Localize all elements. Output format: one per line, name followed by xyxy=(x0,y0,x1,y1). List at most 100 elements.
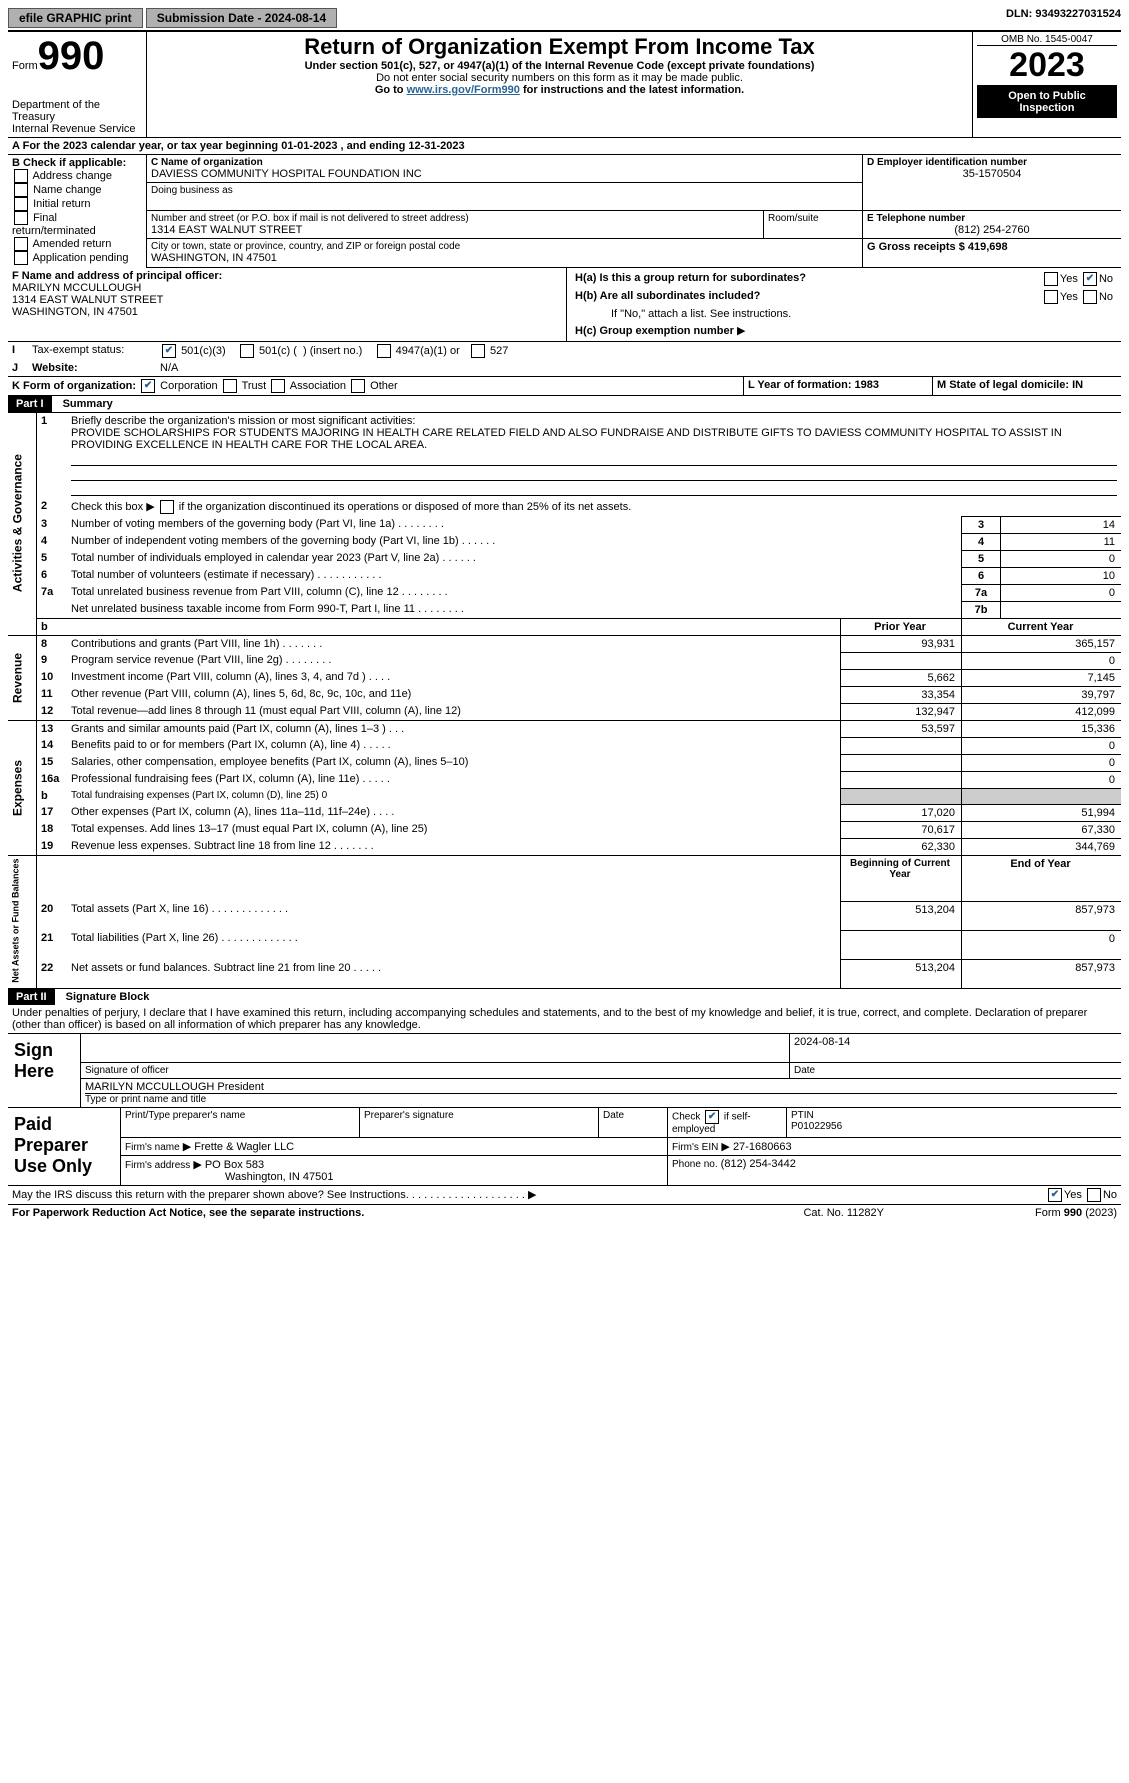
website-label: Website: xyxy=(28,360,156,377)
chk-amended[interactable]: Amended return xyxy=(12,237,142,251)
chk-527[interactable] xyxy=(471,344,485,358)
line17-curr: 51,994 xyxy=(962,804,1122,821)
line11-curr: 39,797 xyxy=(962,686,1122,703)
form-subtitle: Under section 501(c), 527, or 4947(a)(1)… xyxy=(151,60,968,72)
chk-name[interactable]: Name change xyxy=(12,183,142,197)
h-b-yes[interactable] xyxy=(1044,290,1058,304)
chk-trust[interactable] xyxy=(223,379,237,393)
h-a-yes[interactable] xyxy=(1044,272,1058,286)
omb-label: OMB No. 1545-0047 xyxy=(977,34,1117,46)
submission-date-button[interactable]: Submission Date - 2024-08-14 xyxy=(146,8,337,28)
line6-val: 10 xyxy=(1001,567,1122,584)
line13-label: Grants and similar amounts paid (Part IX… xyxy=(67,720,841,737)
chk-final[interactable]: Final return/terminated xyxy=(12,211,142,237)
ein-value: 35-1570504 xyxy=(867,168,1117,180)
line14-curr: 0 xyxy=(962,737,1122,754)
phone-value: (812) 254-2760 xyxy=(867,224,1117,236)
form-number: 990 xyxy=(38,34,105,78)
line17-prior: 17,020 xyxy=(841,804,962,821)
line22-prior: 513,204 xyxy=(841,960,962,988)
line19-label: Revenue less expenses. Subtract line 18 … xyxy=(67,838,841,855)
chk-pending[interactable]: Application pending xyxy=(12,251,142,265)
firm-ein-label: Firm's EIN xyxy=(672,1142,718,1153)
line-a: A For the 2023 calendar year, or tax yea… xyxy=(8,138,1121,155)
chk-initial[interactable]: Initial return xyxy=(12,197,142,211)
chk-other[interactable] xyxy=(351,379,365,393)
h-a: H(a) Is this a group return for subordin… xyxy=(575,272,806,284)
firm-ein: 27-1680663 xyxy=(733,1141,792,1153)
line4-val: 11 xyxy=(1001,533,1122,550)
line8-label: Contributions and grants (Part VIII, lin… xyxy=(67,635,841,652)
chk-assoc[interactable] xyxy=(271,379,285,393)
chk-discontinued[interactable] xyxy=(160,500,174,514)
box-e-label: E Telephone number xyxy=(867,213,1117,224)
line8-curr: 365,157 xyxy=(962,635,1122,652)
h-a-no[interactable] xyxy=(1083,272,1097,286)
efile-button[interactable]: efile GRAPHIC print xyxy=(8,8,143,28)
chk-4947[interactable] xyxy=(377,344,391,358)
officer-city: WASHINGTON, IN 47501 xyxy=(12,306,138,318)
line6-label: Total number of volunteers (estimate if … xyxy=(67,567,962,584)
line3-label: Number of voting members of the governin… xyxy=(67,516,962,533)
part2-bar: Part II Signature Block xyxy=(8,988,1121,1005)
chk-corp[interactable] xyxy=(141,379,155,393)
line-k-l-m: K Form of organization: Corporation Trus… xyxy=(8,377,1121,396)
chk-self-employed[interactable] xyxy=(705,1110,719,1124)
line16b-prior xyxy=(841,788,962,804)
firm-name-label: Firm's name xyxy=(125,1142,180,1153)
line3-val: 14 xyxy=(1001,516,1122,533)
self-employed: Check if self-employed xyxy=(668,1108,787,1138)
line17-label: Other expenses (Part IX, column (A), lin… xyxy=(67,804,841,821)
paid-label: Paid Preparer Use Only xyxy=(8,1108,121,1186)
line18-prior: 70,617 xyxy=(841,821,962,838)
chk-501c[interactable] xyxy=(240,344,254,358)
discuss-no[interactable] xyxy=(1087,1188,1101,1202)
box-d-label: D Employer identification number xyxy=(867,157,1117,168)
line4-label: Number of independent voting members of … xyxy=(67,533,962,550)
line7a-val: 0 xyxy=(1001,584,1122,601)
officer-block: F Name and address of principal officer:… xyxy=(8,268,1121,342)
sign-date: 2024-08-14 xyxy=(790,1034,1122,1063)
line5-label: Total number of individuals employed in … xyxy=(67,550,962,567)
line12-curr: 412,099 xyxy=(962,703,1122,720)
phone-label: Phone no. xyxy=(672,1159,718,1170)
h-c: H(c) Group exemption number xyxy=(575,325,737,337)
room-label: Room/suite xyxy=(768,213,858,224)
chk-address[interactable]: Address change xyxy=(12,169,142,183)
discuss-yes[interactable] xyxy=(1048,1188,1062,1202)
preparer-date-label: Date xyxy=(599,1108,668,1138)
box-g: G Gross receipts $ 419,698 xyxy=(867,241,1117,253)
part1-bar: Part I Summary xyxy=(8,396,1121,412)
street-label: Number and street (or P.O. box if mail i… xyxy=(151,213,759,224)
line10-label: Investment income (Part VIII, column (A)… xyxy=(67,669,841,686)
dln-label: DLN: 93493227031524 xyxy=(1006,8,1121,28)
website-value: N/A xyxy=(156,360,1121,377)
line14-label: Benefits paid to or for members (Part IX… xyxy=(67,737,841,754)
col-end: End of Year xyxy=(962,855,1122,901)
org-info-block: B Check if applicable: Address change Na… xyxy=(8,155,1121,268)
line1-label: Briefly describe the organization's miss… xyxy=(71,415,415,427)
chk-501c3[interactable] xyxy=(162,344,176,358)
line14-prior xyxy=(841,737,962,754)
street-value: 1314 EAST WALNUT STREET xyxy=(151,224,759,236)
goto-prefix: Go to xyxy=(375,84,407,96)
ptin-value: P01022956 xyxy=(791,1121,1117,1132)
box-f-label: F Name and address of principal officer: xyxy=(12,270,222,282)
form-org-label: K Form of organization: xyxy=(12,379,136,391)
line21-prior xyxy=(841,930,962,959)
h-b-no[interactable] xyxy=(1083,290,1097,304)
paperwork-notice: For Paperwork Reduction Act Notice, see … xyxy=(8,1205,752,1221)
line7b-label: Net unrelated business taxable income fr… xyxy=(67,601,962,618)
form-footer: Form 990 (2023) xyxy=(935,1205,1121,1221)
firm-addr2: Washington, IN 47501 xyxy=(125,1171,333,1183)
discuss-label: May the IRS discuss this return with the… xyxy=(8,1186,993,1205)
preparer-sig-label: Preparer's signature xyxy=(360,1108,599,1138)
form-label: Form xyxy=(12,60,38,72)
type-name-label: Type or print name and title xyxy=(85,1093,1117,1105)
line19-curr: 344,769 xyxy=(962,838,1122,855)
irs-link[interactable]: www.irs.gov/Form990 xyxy=(407,84,520,96)
officer-name: MARILYN MCCULLOUGH xyxy=(12,282,141,294)
sign-here-label: Sign Here xyxy=(8,1034,81,1108)
line16a-prior xyxy=(841,771,962,788)
dba-label: Doing business as xyxy=(151,185,858,196)
